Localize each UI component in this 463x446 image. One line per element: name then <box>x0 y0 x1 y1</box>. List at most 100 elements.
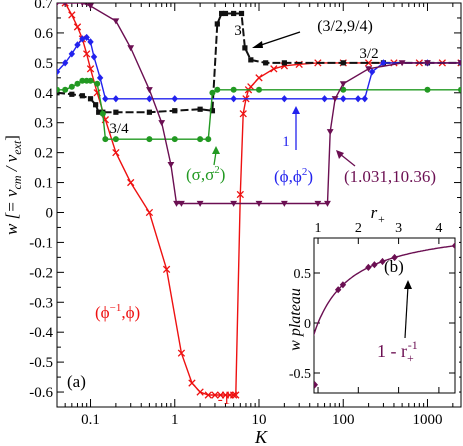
x-tick-label: 10 <box>252 412 267 428</box>
data-point <box>354 95 362 103</box>
annotation-sup: −1 <box>110 302 122 314</box>
data-point <box>178 200 185 207</box>
data-point <box>87 38 94 46</box>
data-point <box>177 349 186 357</box>
data-point <box>79 93 85 99</box>
inset-curve-label: 1 - r+-1 <box>377 338 418 365</box>
data-point <box>321 95 328 103</box>
data-point <box>102 95 109 103</box>
inset-arrow <box>404 285 409 339</box>
y-tick-label: 0.1 <box>34 176 53 192</box>
annotation-arrowhead-purple <box>336 150 344 159</box>
inset-data-point <box>339 281 347 289</box>
inset-data-point <box>365 263 372 271</box>
annotation-sigma: (σ,σ2) <box>186 164 225 184</box>
inset-x-tick-label: 4 <box>435 221 442 236</box>
data-point <box>57 3 59 7</box>
data-point <box>280 200 288 207</box>
data-point <box>96 109 102 115</box>
data-point <box>340 60 346 66</box>
y-tick-label: 0.3 <box>34 116 53 132</box>
annotation-arrowhead-green <box>212 146 220 154</box>
annotation-arrow-green <box>213 151 217 166</box>
data-point <box>63 3 68 7</box>
inset-data-point <box>379 257 386 266</box>
data-point <box>68 83 75 90</box>
annotation-3-2: 3/2 <box>359 46 378 62</box>
data-point <box>162 265 171 274</box>
data-point <box>255 74 263 82</box>
data-point <box>94 80 101 87</box>
data-point <box>204 391 212 399</box>
data-point <box>231 10 237 17</box>
data-point <box>127 178 135 187</box>
data-point <box>239 110 247 118</box>
inset-x-tick-label: 3 <box>395 221 402 236</box>
data-point <box>93 102 99 108</box>
annotation-close: ) <box>220 165 226 184</box>
series-green-sigma-sigma2 <box>57 77 461 143</box>
data-point <box>112 148 120 157</box>
annotation-minus-1: -1 <box>218 392 231 408</box>
data-point <box>171 136 178 143</box>
data-point <box>281 60 287 66</box>
data-point <box>146 136 153 143</box>
data-point <box>86 65 95 73</box>
data-point <box>112 18 120 25</box>
y-tick-label: 0.7 <box>34 0 53 12</box>
x-tick-label: 100 <box>332 412 355 428</box>
data-point <box>57 90 60 96</box>
data-point <box>197 136 204 143</box>
data-point <box>113 109 119 115</box>
data-point <box>242 45 248 51</box>
data-point <box>248 57 254 63</box>
data-point <box>146 109 153 115</box>
data-point <box>340 86 347 93</box>
data-point <box>211 391 219 399</box>
y-axis-label: w [= vcm / vext] <box>2 135 24 235</box>
data-point <box>361 95 368 103</box>
data-point <box>188 379 196 387</box>
data-point <box>458 86 461 93</box>
data-point <box>68 11 76 19</box>
data-point <box>167 162 175 168</box>
data-point <box>380 59 387 67</box>
data-point <box>83 50 91 58</box>
data-point <box>90 53 98 61</box>
data-point <box>209 108 216 114</box>
data-point <box>324 200 331 207</box>
data-point <box>424 86 431 93</box>
data-point <box>281 95 288 103</box>
data-point <box>368 68 376 76</box>
y-tick-label: 0.2 <box>34 146 53 162</box>
annotation-close: ,ϕ) <box>121 303 140 322</box>
y-tick-label: 0 <box>46 205 54 221</box>
data-point <box>79 77 86 84</box>
y-tick-label: 0.6 <box>34 26 53 42</box>
data-point <box>230 95 237 103</box>
data-point <box>365 66 372 73</box>
data-point <box>87 77 94 84</box>
data-point <box>326 129 334 136</box>
data-point <box>112 95 120 103</box>
inset-x-tick-label: 2 <box>355 221 362 236</box>
data-point <box>214 21 220 27</box>
annotation-phi: (ϕ,ϕ2) <box>274 166 313 186</box>
inset-y-tick-label: -0.5 <box>289 367 311 382</box>
data-point <box>222 10 229 17</box>
data-point <box>74 41 81 49</box>
data-point <box>61 59 69 67</box>
data-point <box>173 200 180 207</box>
data-point <box>238 10 245 17</box>
data-point <box>339 81 347 88</box>
data-point <box>99 110 106 117</box>
data-point <box>80 3 85 7</box>
data-point <box>270 65 278 73</box>
data-point <box>61 3 69 7</box>
inset-curve <box>314 242 455 389</box>
panel-label-b: (b) <box>384 257 404 276</box>
inset-frame <box>313 237 456 394</box>
data-point <box>69 91 75 97</box>
y-tick-label: -0.2 <box>29 265 53 281</box>
